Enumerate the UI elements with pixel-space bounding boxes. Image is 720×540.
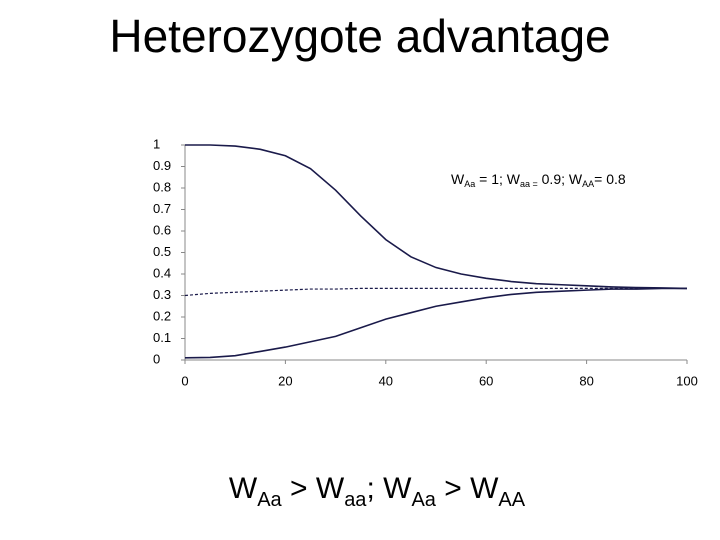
y-tick-label: 0.3 bbox=[153, 287, 171, 302]
subscript: Aa bbox=[464, 179, 475, 189]
x-tick-label: 100 bbox=[676, 373, 698, 388]
text-part: = 1; W bbox=[475, 171, 521, 187]
line-series bbox=[184, 287, 687, 297]
y-tick-label: 0 bbox=[153, 351, 160, 366]
y-tick-label: 0.2 bbox=[153, 308, 171, 323]
text-part: ; W bbox=[366, 472, 412, 505]
x-tick-label: 60 bbox=[479, 373, 493, 388]
y-tick-label: 1 bbox=[153, 136, 160, 151]
x-tick-label: 0 bbox=[181, 373, 188, 388]
y-tick-label: 0.1 bbox=[153, 330, 171, 345]
subscript: aa = bbox=[520, 179, 538, 189]
y-tick-label: 0.8 bbox=[153, 179, 171, 194]
caption: WAa > Waa; WAa > WAA bbox=[229, 472, 526, 511]
text-part: > W bbox=[282, 472, 345, 505]
text-part: = 0.8 bbox=[594, 171, 626, 187]
slide-title: Heterozygote advantage bbox=[109, 10, 610, 62]
text-part: W bbox=[229, 472, 258, 505]
text-part: > W bbox=[436, 472, 499, 505]
text-part: 0.9; W bbox=[538, 171, 583, 187]
y-tick-label: 0.4 bbox=[153, 265, 171, 280]
x-tick-label: 80 bbox=[579, 373, 593, 388]
y-tick-label: 0.6 bbox=[153, 222, 171, 237]
subscript: Aa bbox=[411, 489, 436, 511]
annotation: WAa = 1; Waa = 0.9; WAA= 0.8 bbox=[451, 171, 626, 190]
line-series bbox=[184, 287, 687, 359]
subscript: AA bbox=[498, 489, 525, 511]
y-tick-label: 0.7 bbox=[153, 201, 171, 216]
subscript: aa bbox=[344, 489, 367, 511]
y-tick-label: 0.5 bbox=[153, 244, 171, 259]
y-tick-label: 0.9 bbox=[153, 158, 171, 173]
subscript: AA bbox=[582, 179, 594, 189]
text-part: W bbox=[451, 171, 465, 187]
line-series bbox=[185, 144, 688, 290]
subscript: Aa bbox=[257, 489, 282, 511]
x-tick-label: 20 bbox=[278, 373, 292, 388]
x-tick-label: 40 bbox=[379, 373, 393, 388]
